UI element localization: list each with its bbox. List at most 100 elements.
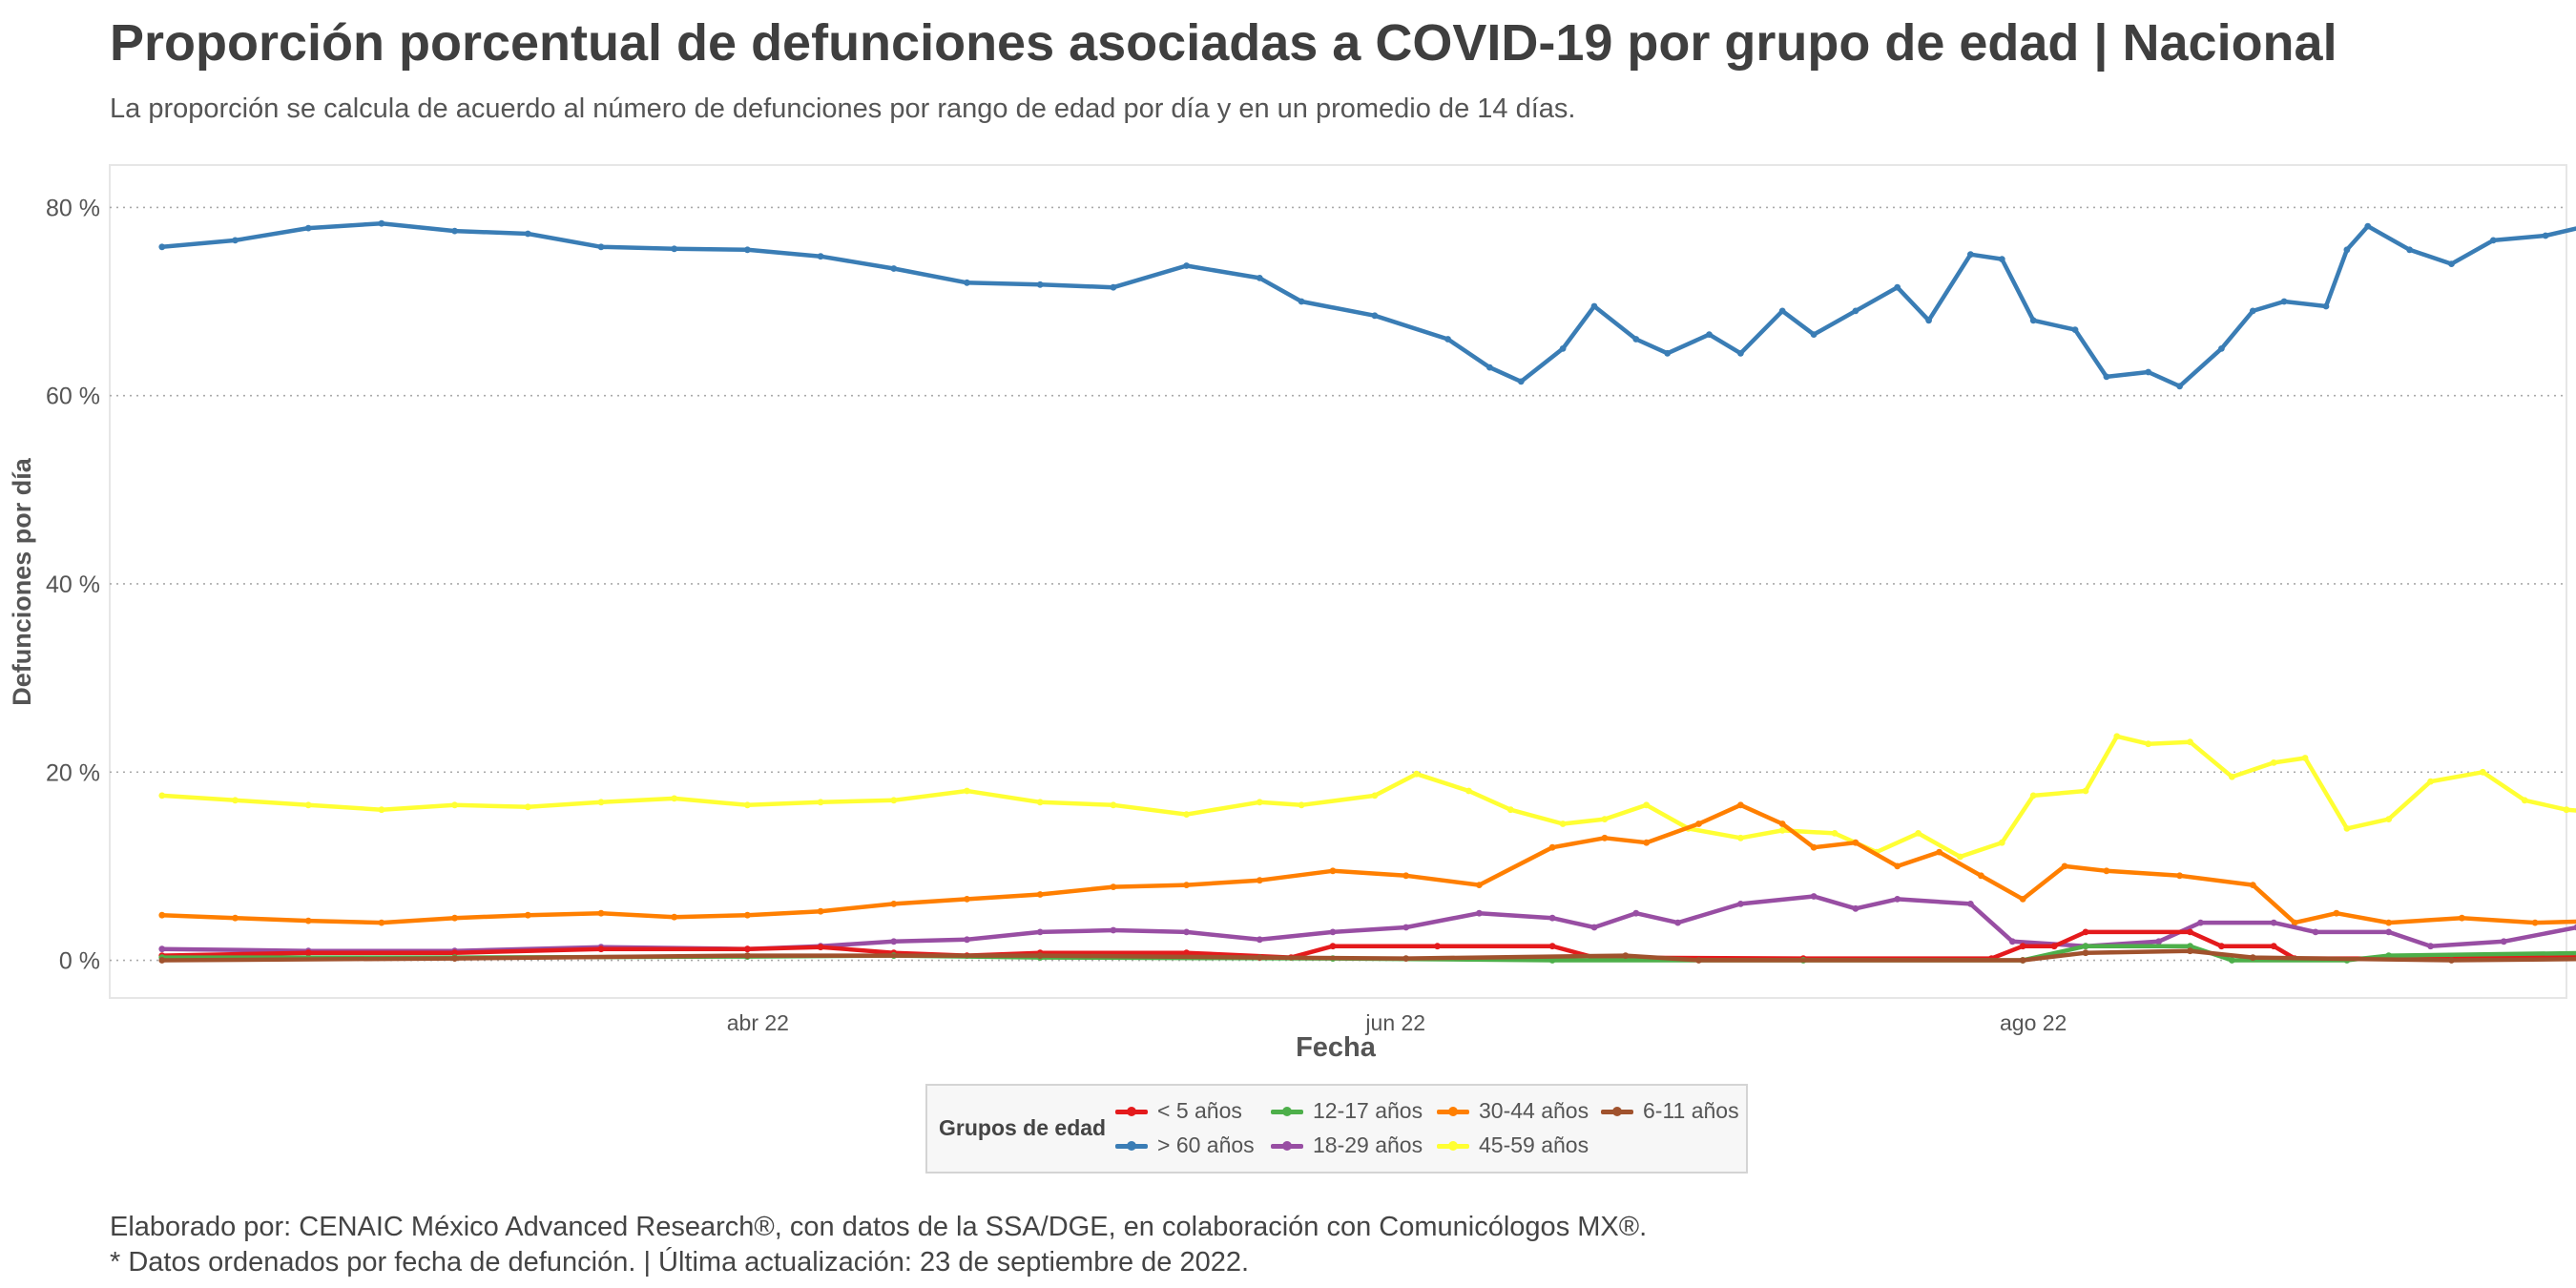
data-point — [2176, 383, 2184, 390]
legend-swatch — [1115, 1107, 1148, 1116]
data-point — [1434, 943, 1441, 950]
data-point — [1476, 882, 1483, 888]
data-point — [1590, 924, 1598, 931]
data-point — [1256, 877, 1263, 884]
data-point — [1183, 262, 1190, 269]
data-point — [744, 952, 751, 959]
data-point — [890, 901, 898, 907]
data-point — [964, 787, 970, 795]
data-point — [744, 945, 751, 953]
data-point — [1967, 251, 1974, 259]
legend-label: 12-17 años — [1313, 1098, 1423, 1123]
footer-credit: Elaborado por: CENAIC México Advanced Re… — [110, 1212, 1648, 1242]
data-point — [1402, 955, 1410, 962]
data-point — [1737, 801, 1744, 809]
data-point — [1506, 806, 1514, 814]
data-point — [2197, 919, 2204, 926]
data-point — [2019, 943, 2026, 950]
data-point — [2249, 882, 2256, 888]
data-point — [524, 911, 531, 919]
data-point — [817, 253, 824, 260]
data-point — [1778, 821, 1786, 827]
data-point — [2280, 298, 2288, 305]
data-point — [890, 938, 898, 945]
data-point — [1936, 848, 1942, 856]
x-tick-label: abr 22 — [727, 1010, 789, 1035]
data-point — [2333, 909, 2340, 917]
legend-label: > 60 años — [1157, 1132, 1255, 1157]
data-point — [2187, 928, 2193, 936]
data-point — [890, 265, 898, 272]
data-point — [1737, 834, 1744, 841]
data-point — [2427, 778, 2435, 785]
data-point — [1036, 280, 1044, 288]
data-point — [1664, 349, 1672, 357]
data-point — [1695, 957, 1702, 964]
legend-label: < 5 años — [1157, 1098, 1242, 1123]
series-line — [159, 734, 2576, 860]
data-point — [158, 911, 166, 919]
data-point — [1894, 862, 1901, 870]
data-point — [1413, 770, 1421, 778]
data-point — [2542, 232, 2549, 239]
data-point — [1737, 349, 1744, 357]
legend-label: 45-59 años — [1479, 1132, 1589, 1157]
line-chart: 0 % 20 % 40 % 60 % 80 % abr 22 jun 22 ago 22 F… — [8, 164, 2576, 1059]
data-point — [1256, 936, 1263, 944]
data-point — [1329, 867, 1337, 875]
data-point — [2270, 943, 2277, 950]
data-point — [1036, 952, 1044, 959]
data-point — [744, 246, 751, 254]
data-point — [2249, 954, 2256, 961]
data-point — [1998, 839, 2005, 846]
data-point — [2500, 938, 2507, 945]
data-point — [2563, 806, 2570, 814]
data-point — [1810, 843, 1818, 851]
data-point — [2187, 943, 2193, 950]
data-point — [597, 799, 605, 806]
data-point — [2301, 755, 2309, 761]
data-point — [1298, 298, 1305, 305]
data-point — [1852, 839, 1859, 846]
data-point — [2479, 768, 2486, 776]
data-point — [451, 955, 458, 962]
series-line — [159, 802, 2576, 925]
data-point — [2448, 260, 2455, 267]
data-point — [304, 224, 312, 232]
data-point — [158, 957, 166, 964]
data-point — [1643, 801, 1651, 809]
data-point — [2008, 938, 2016, 945]
data-point — [2521, 797, 2528, 804]
data-point — [1256, 275, 1263, 281]
data-point — [1371, 312, 1379, 320]
y-tick-label: 0 % — [59, 948, 100, 975]
data-point — [1476, 909, 1483, 917]
data-point — [2082, 787, 2089, 795]
data-point — [2145, 740, 2152, 748]
data-point — [2573, 924, 2576, 931]
data-point — [2082, 943, 2089, 950]
data-point — [524, 803, 531, 811]
data-point — [671, 245, 678, 253]
data-point — [1622, 952, 1630, 959]
data-point — [2145, 368, 2152, 376]
data-point — [2071, 326, 2079, 333]
y-tick-label: 80 % — [46, 195, 100, 221]
data-point — [744, 911, 751, 919]
series-lines — [158, 219, 2576, 964]
data-point — [1601, 834, 1609, 841]
data-point — [671, 913, 678, 921]
data-point — [1632, 336, 1640, 343]
data-point — [1486, 364, 1493, 371]
data-point — [2343, 246, 2351, 254]
data-point — [304, 949, 312, 957]
legend-title: Grupos de edad — [939, 1115, 1107, 1140]
data-point — [2385, 928, 2393, 936]
data-point — [2229, 773, 2235, 780]
data-point — [2050, 943, 2058, 950]
data-point — [158, 792, 166, 800]
data-point — [2187, 947, 2193, 955]
data-point — [2322, 302, 2330, 310]
data-point — [451, 949, 458, 957]
data-point — [2029, 317, 2037, 324]
